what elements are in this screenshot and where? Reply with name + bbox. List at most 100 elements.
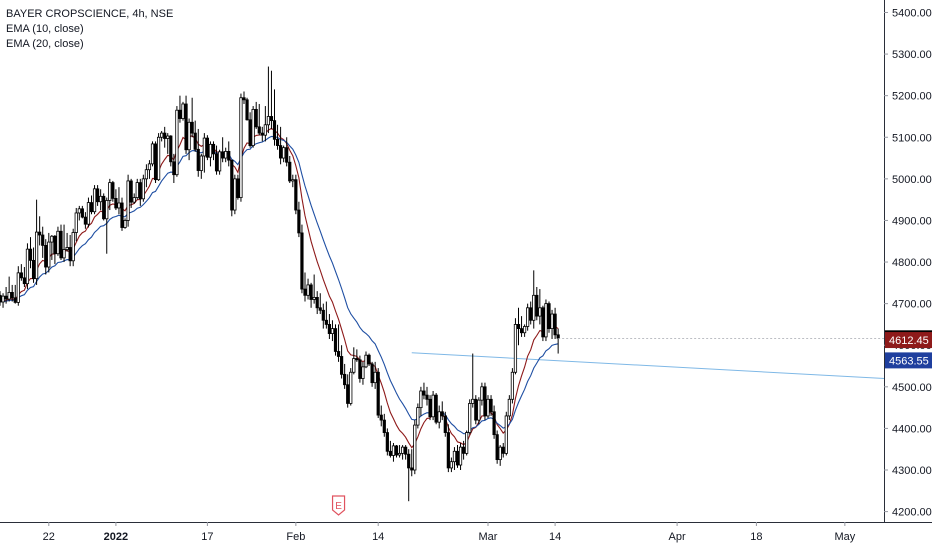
candle <box>251 106 255 148</box>
y-tick-label: 5200.00 <box>892 91 932 103</box>
candle <box>80 205 84 219</box>
candle <box>260 126 264 142</box>
trendline-layer <box>411 352 885 380</box>
candle-body <box>483 386 487 417</box>
candle <box>507 395 511 421</box>
candle <box>446 424 450 473</box>
candle <box>16 266 20 306</box>
candle <box>120 197 124 231</box>
candle-body <box>446 432 450 469</box>
candle <box>483 382 487 421</box>
time-axis[interactable]: 22 2022 17 Feb 14 Mar 14 Apr 18 May <box>43 522 856 543</box>
y-tick-label: 4800.00 <box>892 257 932 269</box>
candle <box>1 293 5 308</box>
candle-body <box>526 307 530 327</box>
legend-ema10[interactable]: EMA (10, close) <box>6 23 84 35</box>
candle <box>71 228 75 267</box>
trendline <box>411 352 885 380</box>
ema10-price-tag-box <box>885 332 932 349</box>
candle <box>526 303 530 331</box>
candle-body <box>193 132 197 150</box>
candle-body <box>138 182 142 200</box>
earnings-event[interactable]: E <box>331 495 346 516</box>
price-axis[interactable]: 4200.004300.004400.004500.004600.004700.… <box>884 7 932 519</box>
candle-body <box>465 432 469 454</box>
candle <box>68 235 72 267</box>
candle-body <box>156 136 161 181</box>
candle-body <box>431 394 435 418</box>
candle <box>407 449 411 502</box>
candle <box>510 368 515 404</box>
candle <box>282 145 286 163</box>
candle-body <box>214 153 219 172</box>
candle <box>257 103 261 136</box>
candle-body <box>343 373 347 386</box>
candle-body <box>327 324 332 334</box>
candle-body <box>422 390 426 396</box>
candle <box>0 291 2 306</box>
candle <box>416 403 420 429</box>
candle <box>99 189 103 211</box>
candle-body <box>333 328 338 352</box>
chart-legend: BAYER CROPSCIENCE, 4h, NSE EMA (10, clos… <box>6 7 173 52</box>
candle <box>486 395 490 419</box>
candle <box>547 301 551 333</box>
candle <box>318 293 322 315</box>
candle-body <box>477 399 481 421</box>
y-tick-label: 5300.00 <box>892 49 932 61</box>
candle-body <box>117 202 121 209</box>
candle <box>382 413 386 437</box>
candle-body <box>413 424 417 471</box>
candle-body <box>175 109 179 176</box>
candle-body <box>507 398 511 417</box>
y-tick-label: 4700.00 <box>892 299 932 311</box>
candle <box>160 131 164 142</box>
candle-body <box>416 407 420 426</box>
candle-body <box>400 446 405 454</box>
candle-body <box>529 307 533 321</box>
candle <box>138 178 142 206</box>
ema20-price-tag-text: 4563.55 <box>889 355 929 367</box>
candle-body <box>160 132 164 138</box>
candles <box>0 66 560 502</box>
candle <box>239 93 243 202</box>
candle <box>391 442 396 462</box>
candle-body <box>132 197 136 203</box>
candle <box>38 216 42 246</box>
candle <box>452 447 457 471</box>
legend-ema20[interactable]: EMA (20, close) <box>6 38 84 50</box>
candle <box>376 368 380 419</box>
candle <box>306 278 310 300</box>
candle <box>65 232 69 252</box>
candle-body <box>275 138 280 146</box>
candle <box>516 307 521 346</box>
candle-body <box>404 446 408 455</box>
candle <box>156 133 161 181</box>
candle-body <box>315 296 319 309</box>
candle <box>458 442 463 471</box>
candle <box>245 97 249 121</box>
candle <box>217 149 222 175</box>
candle-body <box>458 446 463 466</box>
candle <box>474 395 478 425</box>
x-tick-label: Mar <box>479 531 498 543</box>
candle <box>227 141 231 167</box>
x-tick-label: 22 <box>43 531 55 543</box>
candle <box>468 399 472 435</box>
candle <box>144 164 148 188</box>
candle-body <box>150 143 155 165</box>
candle-body <box>44 245 48 268</box>
candle-body <box>251 108 255 146</box>
legend-symbol[interactable]: BAYER CROPSCIENCE, 4h, NSE <box>6 8 174 20</box>
candle-body <box>425 394 429 400</box>
earnings-flag-shape <box>331 495 346 516</box>
candle <box>443 411 447 437</box>
candle-body <box>208 143 213 158</box>
ema20-price-tag-box <box>885 352 932 369</box>
candle <box>349 368 353 406</box>
candle <box>434 393 438 425</box>
candle-body <box>556 334 560 339</box>
y-tick-label: 5400.00 <box>892 7 932 19</box>
candle <box>288 155 292 184</box>
